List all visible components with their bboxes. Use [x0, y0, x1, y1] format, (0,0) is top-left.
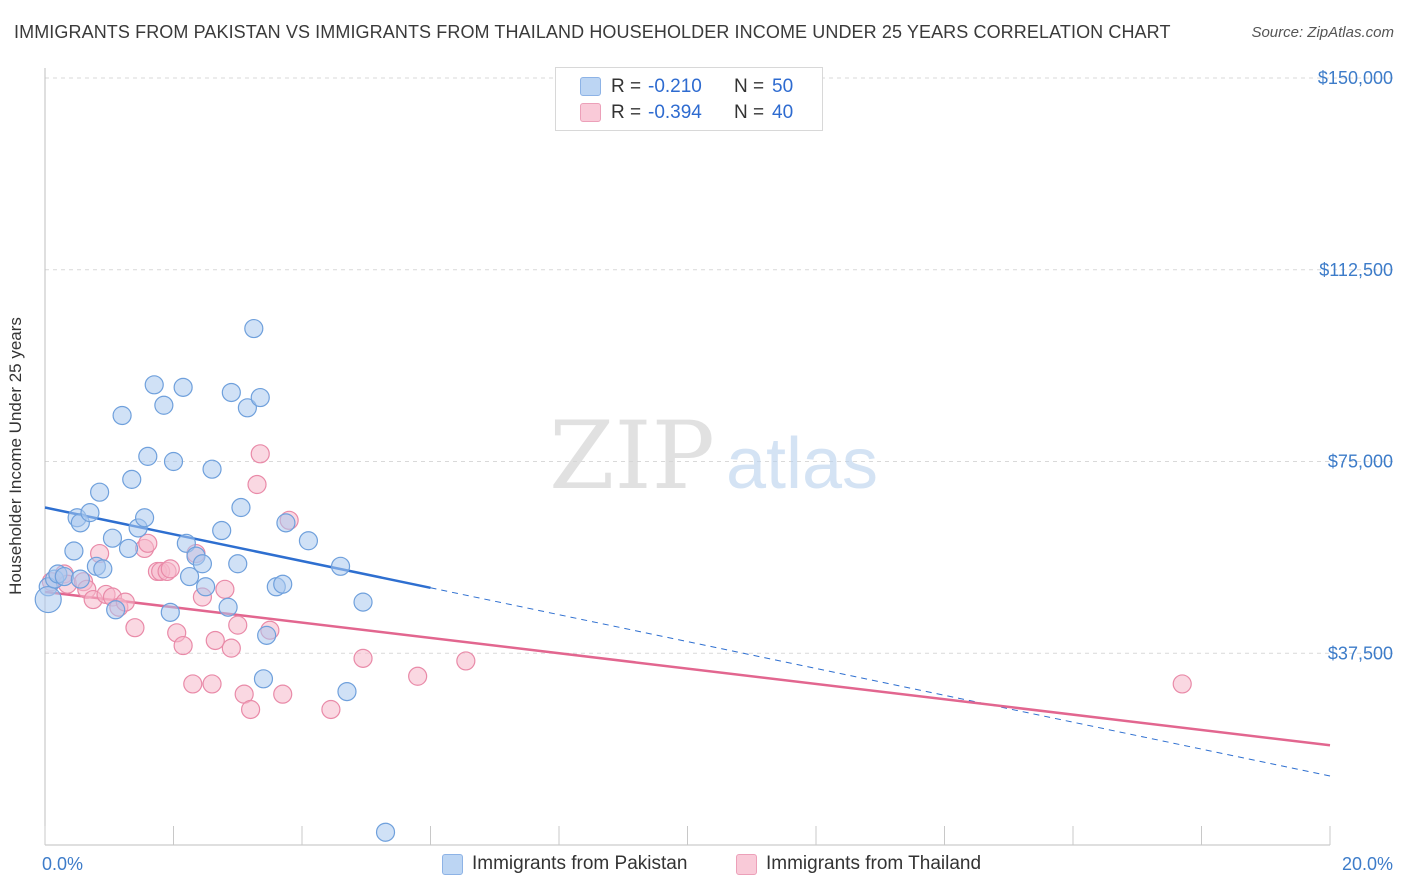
legend-r-label: R =: [611, 76, 642, 97]
pakistan-point: [93, 559, 113, 579]
correlation-legend: R = -0.210 N = 50 R = -0.394 N = 40: [555, 67, 823, 131]
pakistan-trendline: [44, 506, 431, 590]
thailand-point: [353, 648, 373, 668]
pakistan-point: [244, 318, 264, 339]
y-tick-label: $37,500: [1328, 643, 1393, 663]
watermark-atlas: atlas: [726, 424, 878, 504]
pakistan-point: [112, 405, 132, 426]
thailand-point: [241, 699, 261, 720]
pakistan-point: [276, 513, 296, 533]
trendlines: [44, 506, 1331, 777]
watermark-zip: ZIP: [549, 402, 715, 511]
pakistan-point: [122, 469, 142, 489]
pakistan-point: [192, 554, 213, 574]
pakistan-point: [106, 600, 126, 620]
legend-n-value-thailand: 40: [772, 102, 794, 123]
pakistan-point: [202, 459, 222, 479]
pakistan-point: [64, 541, 84, 561]
chart-title: IMMIGRANTS FROM PAKISTAN VS IMMIGRANTS F…: [14, 22, 1171, 42]
thailand-trendline: [44, 590, 1331, 747]
pakistan-point: [273, 574, 293, 594]
tick-labels: $37,500 $75,000 $112,500 $150,000 0.0% 20.0%: [42, 68, 1393, 874]
pakistan-point: [173, 377, 193, 397]
x-tick-label-max: 20.0%: [1342, 854, 1393, 874]
pakistan-point: [298, 531, 319, 551]
pakistan-point: [160, 602, 180, 622]
thailand-point: [160, 559, 180, 579]
pakistan-point: [196, 577, 216, 597]
thailand-point: [1172, 674, 1192, 694]
axes: [44, 68, 1331, 846]
pakistan-point: [250, 387, 270, 408]
gridlines: [45, 77, 1395, 654]
pakistan-point: [218, 597, 238, 617]
pakistan-point: [231, 497, 251, 518]
bottom-thailand-swatch: [736, 854, 757, 875]
thailand-swatch: [580, 103, 601, 122]
pakistan-point: [134, 508, 155, 528]
thailand-point: [273, 684, 293, 704]
watermark: ZIP atlas: [549, 402, 878, 511]
legend-n-value-pakistan: 50: [772, 76, 794, 97]
y-tick-label: $75,000: [1328, 452, 1393, 472]
pakistan-point: [237, 398, 257, 418]
thailand-point: [456, 651, 476, 671]
thailand-point: [228, 615, 248, 635]
pakistan-point: [34, 585, 62, 614]
bottom-thailand-label: Immigrants from Thailand: [766, 853, 982, 874]
pakistan-point: [337, 681, 357, 702]
thailand-point: [250, 444, 270, 464]
pakistan-point: [179, 566, 200, 587]
legend-r-label: R =: [611, 102, 642, 123]
legend-r-value-thailand: -0.394: [648, 102, 702, 123]
pakistan-point: [144, 375, 164, 395]
pakistan-point: [212, 520, 232, 541]
thailand-point: [221, 638, 241, 658]
thailand-point: [173, 635, 193, 656]
pakistan-point: [375, 822, 396, 842]
pakistan-point: [54, 566, 74, 587]
pakistan-trendline-extension: [430, 587, 1331, 777]
pakistan-point: [253, 669, 274, 689]
thailand-point: [408, 666, 428, 686]
pakistan-point: [257, 625, 277, 645]
source-credit: Source: ZipAtlas.com: [1251, 24, 1394, 41]
pakistan-point: [154, 395, 174, 415]
y-tick-label: $112,500: [1319, 260, 1393, 280]
legend-n-label: N =: [734, 76, 765, 97]
x-tick-label-min: 0.0%: [42, 854, 83, 874]
pakistan-point: [163, 451, 184, 472]
pakistan-point: [353, 592, 373, 612]
thailand-point: [321, 699, 341, 720]
pakistan-point: [330, 556, 351, 576]
pakistan-swatch: [580, 77, 601, 96]
thailand-point: [125, 618, 145, 638]
pakistan-point: [90, 482, 110, 502]
legend-r-value-pakistan: -0.210: [648, 76, 702, 97]
pakistan-point: [80, 503, 100, 523]
thailand-point: [202, 674, 222, 694]
thailand-point: [215, 579, 235, 599]
thailand-point: [205, 630, 225, 651]
bottom-pakistan-swatch: [442, 854, 463, 875]
pakistan-point: [102, 528, 123, 548]
bottom-pakistan-label: Immigrants from Pakistan: [472, 853, 688, 874]
pakistan-point: [138, 446, 158, 466]
legend-n-label: N =: [734, 102, 765, 123]
pakistan-point: [118, 538, 139, 559]
pakistan-point: [221, 382, 241, 403]
thailand-point: [183, 674, 203, 694]
thailand-point: [247, 474, 267, 495]
pakistan-point: [228, 554, 248, 574]
y-tick-label: $150,000: [1318, 68, 1393, 88]
pakistan-point: [176, 533, 196, 553]
thailand-point: [138, 533, 158, 553]
pakistan-point: [70, 569, 90, 589]
pakistan-points: [34, 318, 396, 842]
